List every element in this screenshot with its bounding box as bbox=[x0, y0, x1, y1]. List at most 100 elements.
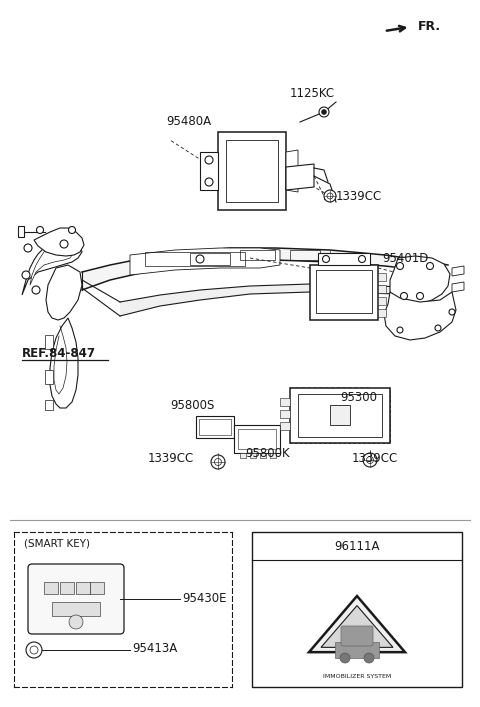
Circle shape bbox=[340, 653, 350, 663]
Bar bbox=[60, 582, 74, 594]
Text: FR.: FR. bbox=[418, 21, 441, 33]
Bar bbox=[190, 253, 230, 265]
Bar bbox=[238, 429, 276, 449]
FancyBboxPatch shape bbox=[341, 626, 373, 646]
Circle shape bbox=[26, 642, 42, 658]
Circle shape bbox=[400, 293, 408, 300]
Circle shape bbox=[22, 271, 30, 279]
Bar bbox=[280, 410, 290, 418]
Text: 95300: 95300 bbox=[340, 391, 377, 404]
Text: (SMART KEY): (SMART KEY) bbox=[24, 538, 90, 548]
Bar bbox=[298, 394, 382, 437]
Circle shape bbox=[211, 455, 225, 469]
Bar bbox=[270, 453, 276, 458]
Text: 1339CC: 1339CC bbox=[336, 189, 382, 202]
Circle shape bbox=[363, 453, 377, 467]
Polygon shape bbox=[130, 248, 280, 275]
Bar bbox=[260, 453, 266, 458]
Polygon shape bbox=[390, 256, 450, 304]
Polygon shape bbox=[384, 292, 456, 340]
Polygon shape bbox=[318, 253, 370, 265]
Polygon shape bbox=[290, 388, 390, 443]
Circle shape bbox=[69, 615, 83, 629]
Circle shape bbox=[324, 190, 336, 202]
Polygon shape bbox=[452, 266, 464, 276]
Polygon shape bbox=[18, 226, 24, 237]
Bar bbox=[378, 285, 386, 293]
Text: 1125KC: 1125KC bbox=[290, 87, 335, 100]
Polygon shape bbox=[45, 335, 53, 349]
Bar bbox=[378, 309, 386, 317]
Bar bbox=[90, 582, 104, 594]
Circle shape bbox=[24, 244, 32, 252]
Circle shape bbox=[364, 653, 374, 663]
Bar bbox=[44, 582, 58, 594]
Polygon shape bbox=[22, 238, 82, 295]
Bar bbox=[240, 250, 275, 260]
Polygon shape bbox=[82, 248, 448, 290]
Polygon shape bbox=[309, 596, 405, 652]
Circle shape bbox=[32, 286, 40, 294]
Text: 95430E: 95430E bbox=[182, 592, 227, 604]
Circle shape bbox=[196, 255, 204, 263]
Bar bbox=[145, 252, 245, 266]
Circle shape bbox=[435, 325, 441, 331]
Circle shape bbox=[205, 156, 213, 164]
Circle shape bbox=[322, 110, 326, 115]
Polygon shape bbox=[46, 265, 82, 320]
Polygon shape bbox=[234, 425, 280, 453]
Polygon shape bbox=[218, 132, 286, 210]
Bar bbox=[250, 453, 256, 458]
FancyBboxPatch shape bbox=[28, 564, 124, 634]
Bar bbox=[290, 250, 320, 260]
Text: 95800K: 95800K bbox=[245, 447, 289, 460]
Circle shape bbox=[427, 262, 433, 269]
Polygon shape bbox=[50, 318, 78, 408]
Circle shape bbox=[323, 255, 329, 262]
Polygon shape bbox=[452, 282, 464, 292]
Bar bbox=[76, 582, 90, 594]
Text: 1339CC: 1339CC bbox=[148, 452, 194, 465]
Polygon shape bbox=[200, 152, 218, 190]
Text: 95413A: 95413A bbox=[132, 643, 177, 655]
Circle shape bbox=[359, 255, 365, 262]
Bar bbox=[335, 642, 379, 658]
Bar bbox=[199, 419, 231, 435]
Bar bbox=[52, 602, 100, 616]
Bar bbox=[330, 405, 350, 425]
Bar bbox=[280, 422, 290, 430]
Polygon shape bbox=[321, 606, 393, 648]
Polygon shape bbox=[34, 228, 84, 256]
Text: IMMOBILIZER SYSTEM: IMMOBILIZER SYSTEM bbox=[323, 674, 391, 679]
Text: 95800S: 95800S bbox=[170, 399, 215, 412]
Text: 96111A: 96111A bbox=[334, 539, 380, 552]
Bar bbox=[252, 532, 462, 687]
Bar bbox=[226, 140, 278, 202]
Text: 1339CC: 1339CC bbox=[352, 452, 398, 465]
Bar bbox=[378, 297, 386, 305]
Bar bbox=[280, 398, 290, 406]
Circle shape bbox=[60, 240, 68, 248]
Circle shape bbox=[36, 226, 44, 233]
Polygon shape bbox=[45, 370, 53, 384]
Circle shape bbox=[449, 309, 455, 315]
Text: 95480A: 95480A bbox=[166, 115, 211, 128]
Circle shape bbox=[319, 107, 329, 117]
Bar bbox=[316, 270, 372, 313]
Circle shape bbox=[205, 178, 213, 186]
Bar bbox=[378, 273, 386, 281]
Polygon shape bbox=[45, 400, 53, 410]
Text: REF.84-847: REF.84-847 bbox=[22, 347, 96, 360]
Polygon shape bbox=[310, 265, 378, 320]
Circle shape bbox=[30, 646, 38, 654]
Circle shape bbox=[396, 262, 404, 269]
Circle shape bbox=[417, 293, 423, 300]
Polygon shape bbox=[30, 243, 74, 285]
Circle shape bbox=[397, 327, 403, 333]
Polygon shape bbox=[286, 150, 298, 192]
Text: 95401D: 95401D bbox=[382, 252, 428, 265]
Polygon shape bbox=[286, 164, 314, 190]
Polygon shape bbox=[120, 284, 435, 316]
Polygon shape bbox=[196, 416, 234, 438]
Bar bbox=[240, 453, 246, 458]
